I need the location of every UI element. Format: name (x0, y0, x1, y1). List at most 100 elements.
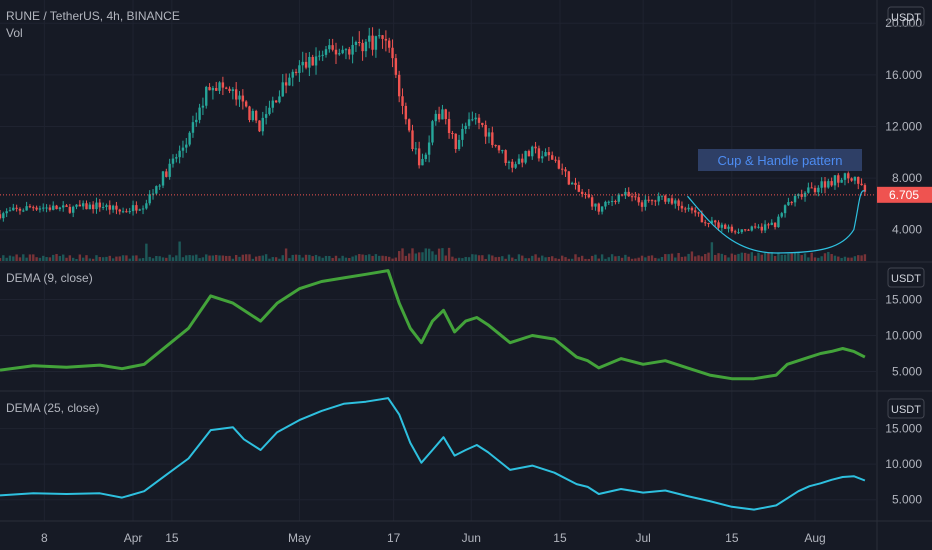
candle-body (52, 205, 55, 210)
volume-bar (234, 254, 238, 261)
volume-bar (690, 251, 694, 261)
volume-bar (201, 257, 205, 261)
candle-body (35, 207, 38, 210)
volume-legend[interactable]: Vol (6, 26, 23, 40)
volume-bar (62, 254, 65, 261)
candle-body (161, 171, 165, 186)
candle-body (18, 208, 22, 211)
pattern-annotation[interactable]: Cup & Handle pattern (698, 149, 862, 171)
candle-body (32, 207, 35, 209)
currency-badge-dema25[interactable]: USDT (887, 398, 925, 419)
candle-body (437, 113, 441, 120)
volume-bar (364, 255, 368, 261)
volume-bar (787, 253, 790, 261)
candle-body (5, 211, 8, 214)
candle-body (610, 201, 614, 203)
candle-body (471, 119, 474, 121)
volume-bar (75, 258, 78, 261)
volume-bar (268, 258, 271, 261)
volume-bar (181, 257, 185, 261)
volume-bar (348, 258, 351, 261)
candle-body (231, 89, 235, 91)
candle-body (590, 197, 594, 207)
candle-body (334, 49, 338, 55)
candle-body (757, 226, 760, 228)
currency-badge-dema9[interactable]: USDT (887, 267, 925, 288)
candle-body (723, 224, 727, 229)
candle-body (81, 203, 85, 207)
volume-bar (25, 257, 28, 261)
candle-body (853, 176, 857, 181)
candle-body (773, 222, 777, 228)
last-price-tag-bg (877, 186, 932, 203)
volume-bar (314, 254, 318, 261)
volume-bar (22, 254, 25, 261)
volume-bar (81, 257, 85, 261)
dema25-legend[interactable]: DEMA (25, close) (6, 401, 99, 415)
candle-body (687, 207, 690, 210)
candle-body (371, 35, 374, 50)
candle-body (657, 196, 660, 202)
candle-body (221, 82, 225, 88)
volume-bar (101, 257, 105, 261)
candle-body (411, 130, 414, 150)
candle-body (354, 41, 358, 45)
volume-bar (560, 255, 564, 261)
volume-bar (807, 257, 810, 261)
volume-bar (797, 251, 800, 261)
candle-body (391, 47, 394, 59)
volume-bar (620, 257, 624, 261)
candle-body (38, 208, 42, 210)
candle-body (215, 88, 218, 91)
candle-body (135, 205, 138, 211)
candle-body (151, 193, 155, 195)
volume-bar (88, 258, 92, 261)
candle-body (670, 198, 674, 204)
candle-body (487, 132, 491, 137)
y-tick-label: 16.000 (885, 68, 922, 82)
volume-bar (637, 257, 640, 261)
candle-body (850, 178, 853, 181)
candle-body (507, 161, 511, 163)
volume-bar (757, 252, 760, 261)
y-tick-label: 10.000 (885, 457, 922, 471)
volume-bar (497, 256, 501, 261)
volume-bar (151, 258, 155, 261)
candle-body (185, 144, 188, 148)
volume-bar (610, 254, 614, 261)
dema9-legend[interactable]: DEMA (9, close) (6, 271, 93, 285)
volume-bar (594, 254, 597, 261)
currency-badge-price[interactable]: USDT (887, 6, 925, 27)
volume-bar (238, 256, 241, 261)
candle-body (268, 107, 271, 115)
volume-bar (95, 255, 98, 261)
candle-body (457, 139, 461, 150)
volume-bar (847, 257, 850, 261)
candle-body (477, 117, 481, 123)
volume-bar (491, 255, 494, 261)
volume-bar (697, 255, 700, 261)
candle-body (101, 206, 105, 208)
candle-body (55, 205, 58, 210)
candle-body (368, 35, 371, 42)
candle-body (58, 207, 62, 210)
volume-bar (840, 257, 843, 261)
volume-bar (534, 254, 537, 261)
candle-body (12, 207, 15, 211)
volume-bar (667, 254, 670, 261)
volume-bar (580, 255, 584, 261)
volume-bar (12, 256, 15, 261)
volume-bar (111, 258, 115, 261)
candle-body (637, 197, 640, 203)
volume-bar (158, 256, 161, 261)
candle-body (607, 201, 610, 203)
y-tick-label: 5.000 (892, 365, 922, 379)
volume-bar (457, 257, 461, 261)
volume-bar (684, 256, 687, 261)
candle-body (604, 201, 607, 207)
candle-body (261, 117, 264, 132)
volume-bar (308, 254, 311, 261)
volume-bar (52, 254, 55, 261)
symbol-title[interactable]: RUNE / TetherUS, 4h, BINANCE (6, 9, 180, 23)
